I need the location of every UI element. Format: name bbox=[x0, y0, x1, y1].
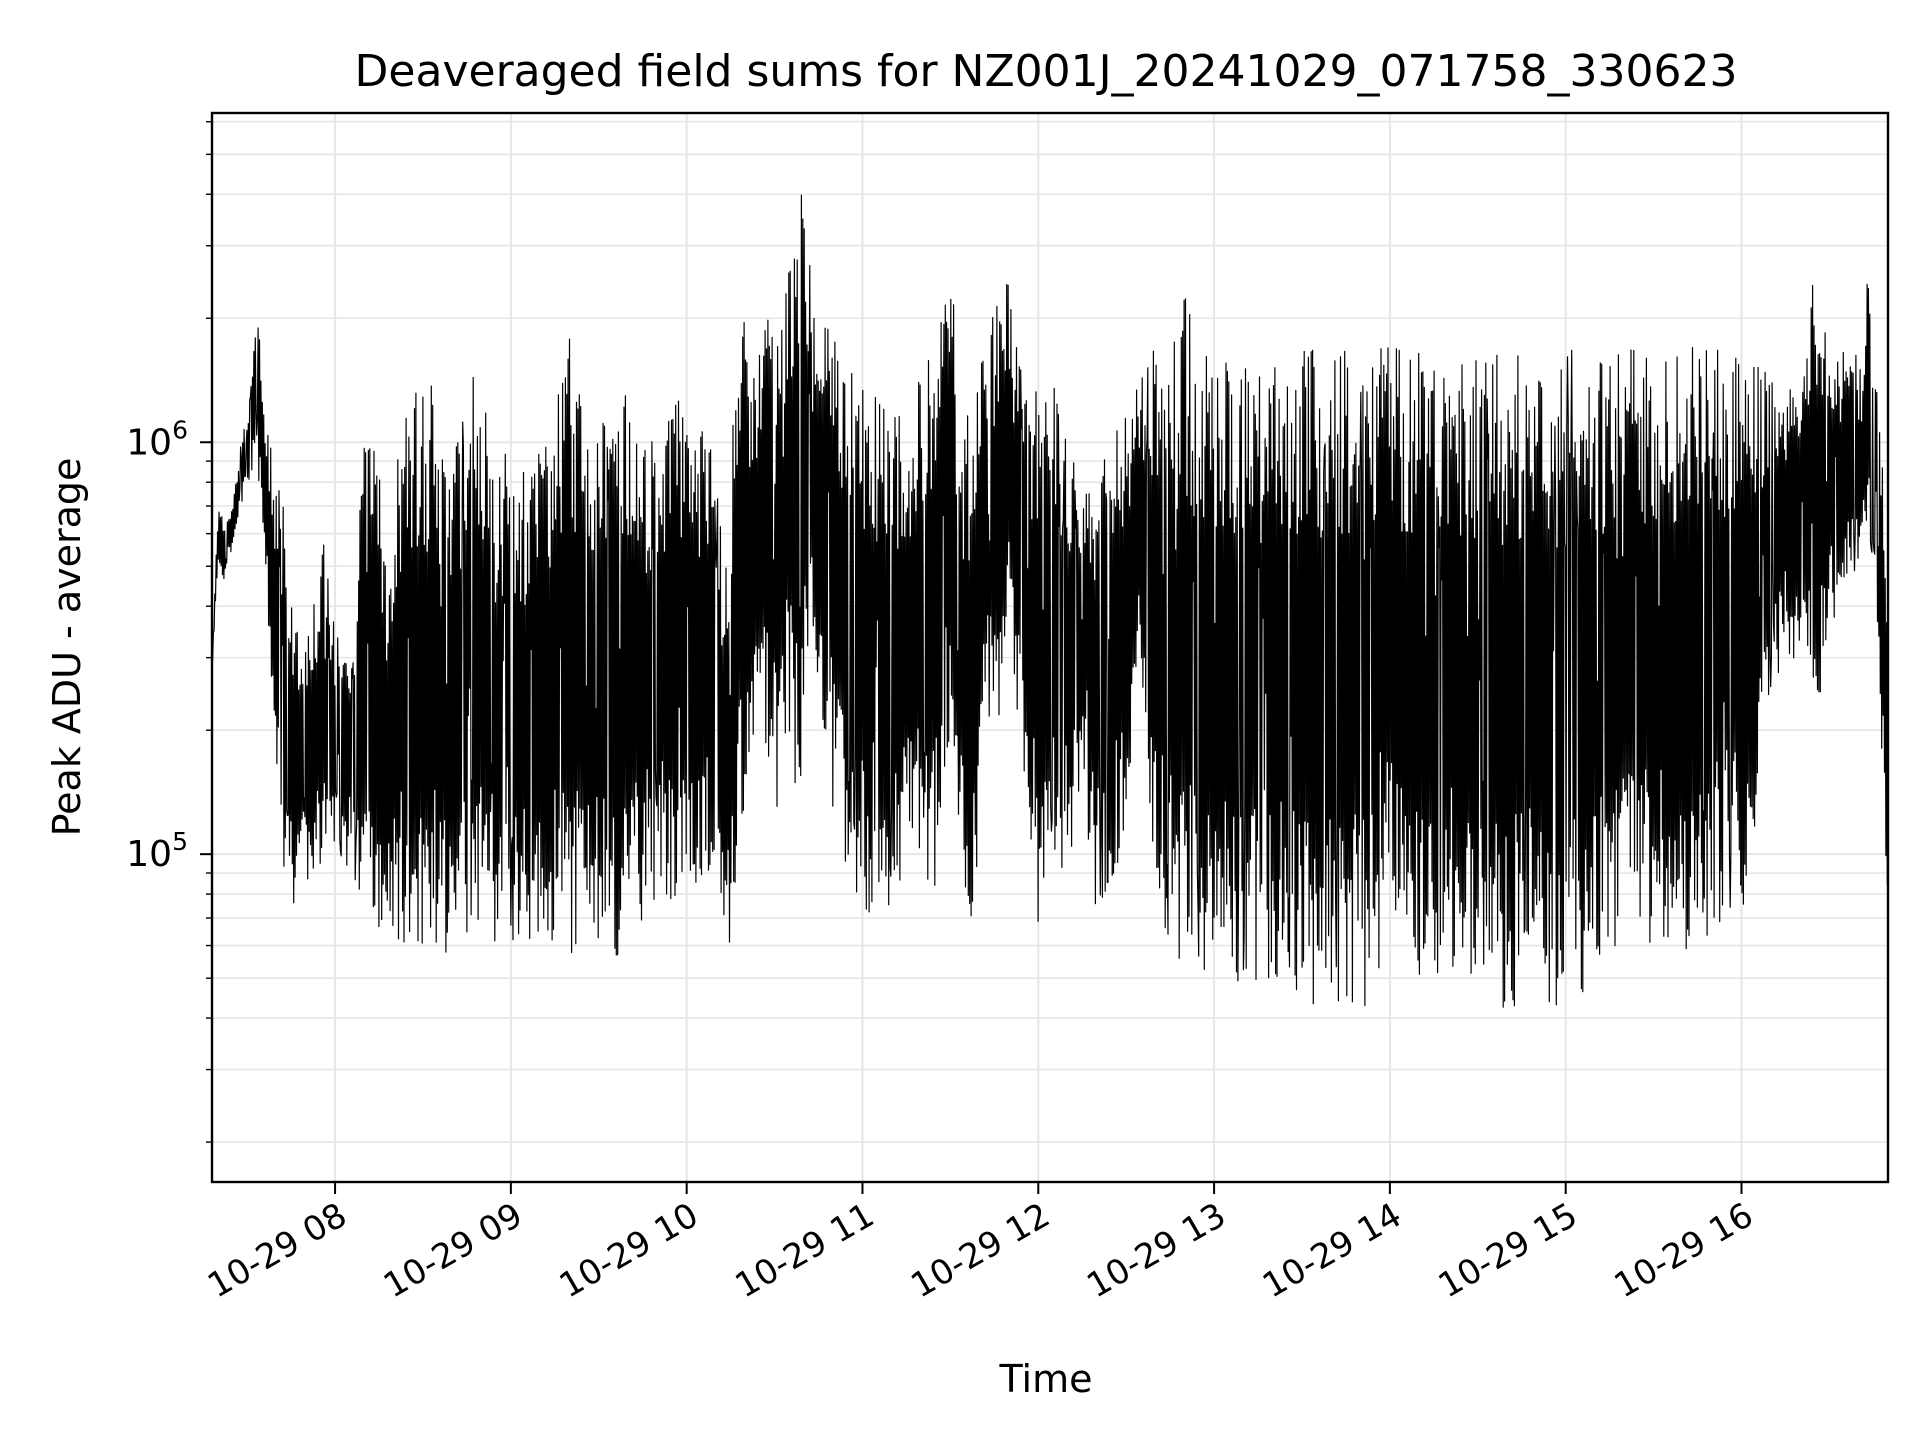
x-tick-label: 10-29 12 bbox=[904, 1195, 1056, 1306]
x-tick-label: 10-29 08 bbox=[201, 1195, 353, 1306]
y-tick-base: 10 bbox=[126, 834, 172, 875]
data-series bbox=[211, 194, 1889, 1008]
y-tick-exponent: 6 bbox=[172, 415, 188, 444]
y-tick-base: 10 bbox=[126, 422, 172, 463]
y-tick-exponent: 5 bbox=[172, 827, 188, 856]
chart-title: Deaveraged field sums for NZ001J_2024102… bbox=[355, 46, 1738, 97]
x-tick-label: 10-29 11 bbox=[729, 1195, 881, 1306]
y-tick-label: 105 bbox=[126, 827, 188, 875]
series-line bbox=[211, 194, 1889, 1008]
plot-frame bbox=[210, 111, 1890, 1184]
x-tick-label: 10-29 10 bbox=[553, 1195, 705, 1306]
x-axis-label: Time bbox=[999, 1357, 1093, 1401]
y-tick-label: 106 bbox=[126, 415, 188, 463]
x-axis: 10-29 08 10-29 09 10-29 10 10-29 11 10-29 12… bbox=[201, 1182, 1760, 1306]
x-tick-label: 10-29 15 bbox=[1432, 1195, 1584, 1306]
y-axis-label: Peak ADU - average bbox=[45, 458, 89, 837]
x-tick-label: 10-29 09 bbox=[377, 1195, 529, 1306]
x-tick-label: 10-29 16 bbox=[1608, 1195, 1760, 1306]
x-tick-label: 10-29 14 bbox=[1256, 1195, 1408, 1306]
x-tick-label: 10-29 13 bbox=[1080, 1195, 1232, 1306]
